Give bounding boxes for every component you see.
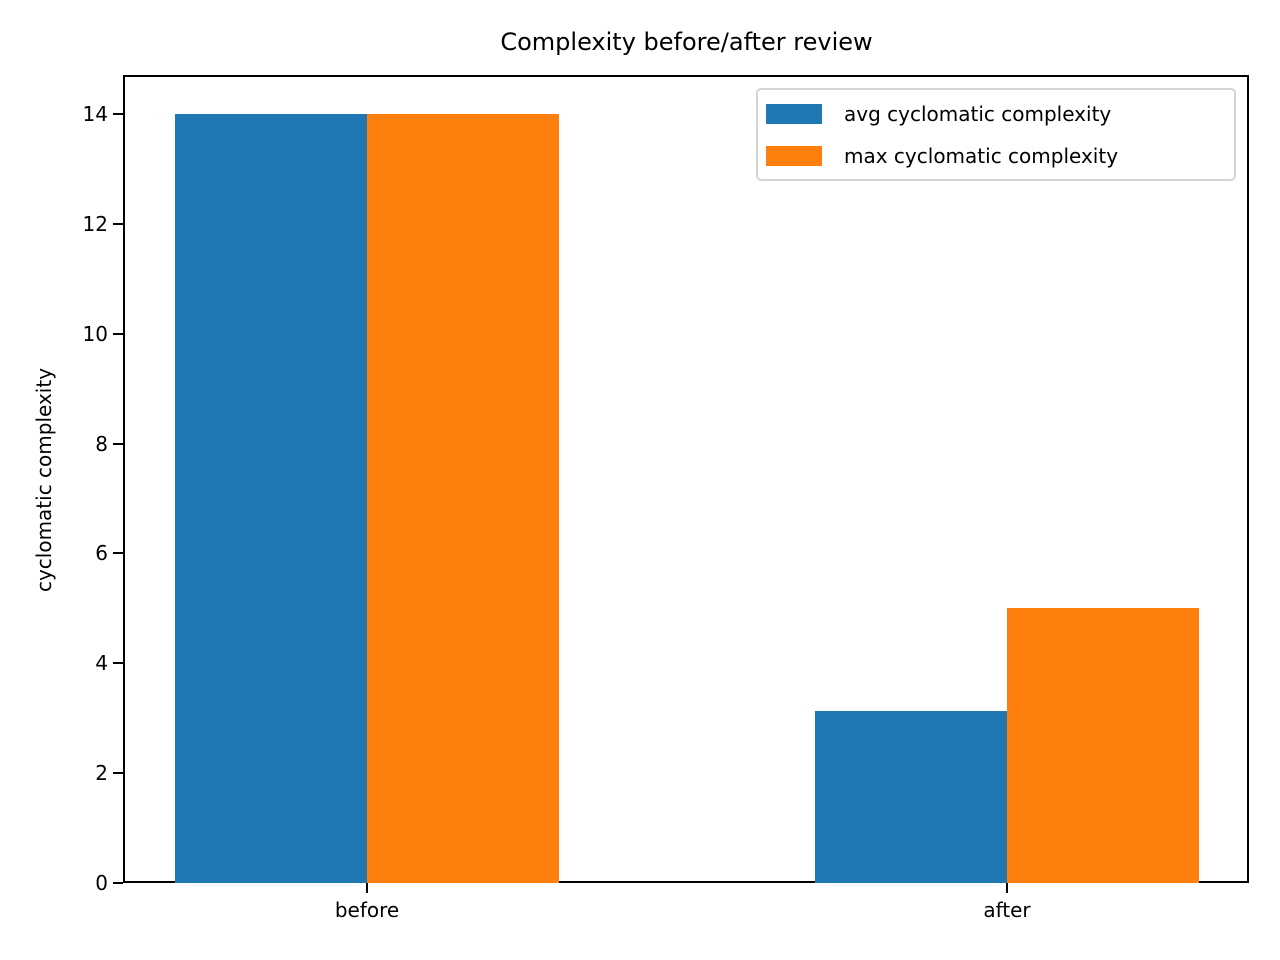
x-tick-after: [1006, 883, 1008, 893]
y-tick-label: 6: [95, 541, 108, 566]
y-tick: [113, 442, 123, 445]
bar-avg-before: [175, 114, 367, 883]
bar-max-after: [1007, 608, 1199, 883]
legend-swatch-avg: [766, 104, 822, 124]
y-tick-label: 12: [82, 211, 108, 236]
y-tick-label: 14: [82, 102, 108, 126]
y-tick: [113, 662, 123, 665]
y-tick-label: 4: [95, 651, 108, 676]
legend-item-avg: avg cyclomatic complexity: [766, 100, 1111, 128]
legend-label-avg: avg cyclomatic complexity: [844, 102, 1112, 126]
x-tick-label-after: after: [983, 898, 1031, 922]
legend-swatch-max: [766, 146, 822, 166]
bar-avg-after: [815, 711, 1007, 883]
y-tick-label: 8: [95, 431, 108, 456]
y-tick: [113, 222, 123, 225]
plot-area: [123, 75, 1249, 883]
y-tick-label: 2: [95, 761, 108, 786]
legend: avg cyclomatic complexity max cyclomatic…: [756, 88, 1236, 181]
legend-item-max: max cyclomatic complexity: [766, 142, 1118, 170]
y-tick: [113, 882, 123, 884]
y-tick: [113, 332, 123, 335]
y-tick-label: 10: [82, 321, 108, 346]
chart-title: Complexity before/after review: [500, 28, 873, 56]
x-tick-before: [366, 883, 368, 893]
y-axis-label: cyclomatic complexity: [32, 367, 56, 593]
y-tick: [113, 772, 123, 775]
legend-label-max: max cyclomatic complexity: [844, 144, 1119, 168]
y-tick: [113, 113, 123, 115]
y-tick-label: 0: [95, 871, 108, 895]
x-tick-label-before: before: [334, 898, 400, 922]
y-tick: [113, 552, 123, 555]
bar-max-before: [367, 114, 559, 883]
